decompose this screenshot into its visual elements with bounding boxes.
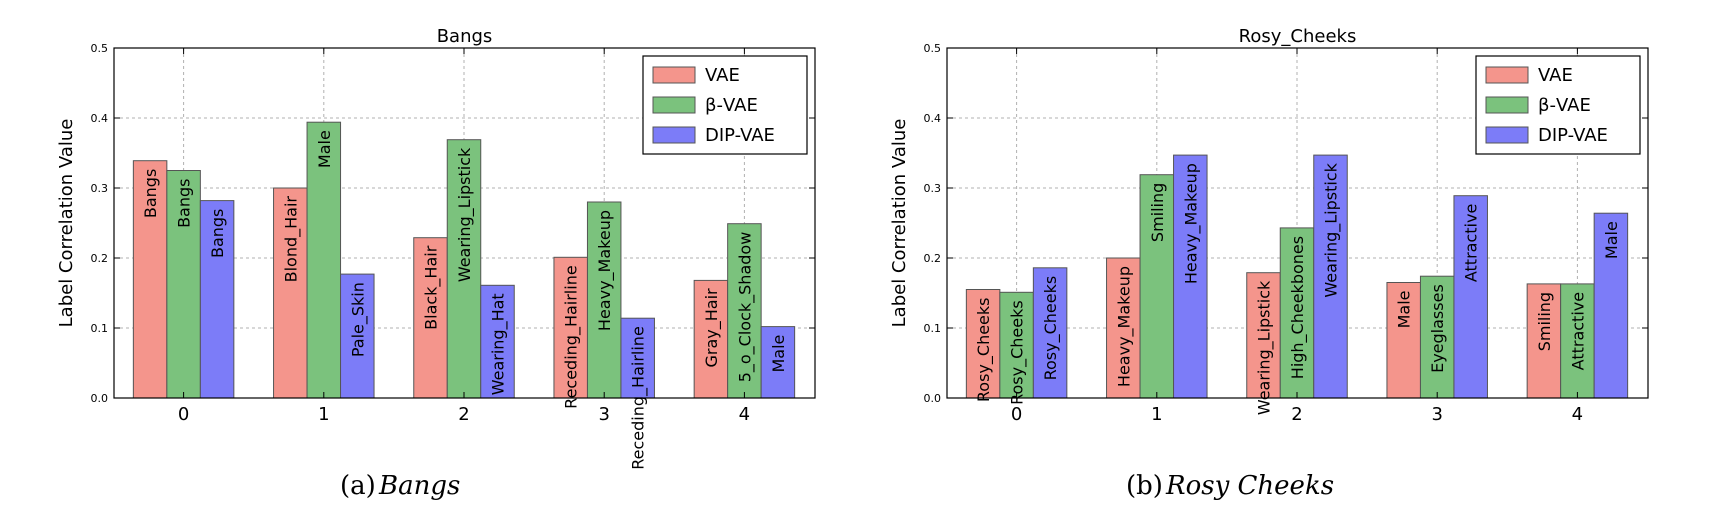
legend-label-dip-vae: DIP-VAE	[1538, 125, 1608, 146]
bar-label-vae-4: 5_o_Clock_Shadow	[735, 232, 755, 383]
legend-label-vae: VAE	[705, 65, 740, 86]
bar-label-dip-vae-2: Wearing_Hat	[489, 293, 509, 395]
bar-dip-vae-4	[1593, 212, 1629, 399]
y-axis-label: Label Correlation Value	[56, 119, 77, 328]
y-tick-label: 0.1	[91, 322, 109, 335]
bar-label-vae-4: Smiling	[1535, 292, 1554, 351]
bar-dip-vae-0	[199, 200, 235, 399]
y-tick-label: 0.1	[924, 322, 942, 335]
bar-label-vae-0: Bangs	[175, 179, 194, 228]
bar-label-vae-1: Smiling	[1148, 183, 1167, 242]
x-tick-label-4: 4	[1572, 404, 1583, 425]
x-tick-label-0: 0	[178, 404, 189, 425]
bar-vae-2	[413, 237, 448, 399]
y-tick-label: 0.3	[924, 182, 942, 195]
bar-dip-vae-2	[480, 284, 515, 399]
legend-swatch-vae	[652, 96, 696, 114]
x-tick-label-0: 0	[1011, 404, 1022, 425]
legend-swatch-vae	[652, 66, 696, 84]
bar-vae-0	[132, 160, 168, 399]
bar-dip-vae-1	[1173, 154, 1208, 399]
bar-vae-4	[1560, 283, 1595, 399]
legend-swatch-dip-vae	[1485, 126, 1529, 144]
bar-label-vae-3: Receding_Hairline	[562, 265, 582, 409]
bar-label-vae-1: Heavy_Makeup	[1114, 266, 1134, 387]
bar-dip-vae-3	[1453, 195, 1488, 399]
chart-title: Rosy_Cheeks	[1239, 26, 1357, 47]
bar-vae-1	[306, 121, 342, 399]
bar-dip-vae-3	[620, 317, 655, 399]
chart-panel-bangs: Bangs Blond_Hair Black_Hair Receding_Hairli…	[56, 26, 816, 470]
bar-vae-2	[1246, 272, 1281, 399]
bar-label-dip-vae-0: Rosy_Cheeks	[1041, 276, 1061, 381]
y-tick-label: 0.3	[91, 182, 109, 195]
chart-title: Bangs	[437, 26, 493, 47]
bar-label-vae-2: Wearing_Lipstick	[1255, 280, 1275, 415]
x-tick-label-3: 3	[1431, 404, 1442, 425]
bar-label-dip-vae-4: Male	[769, 335, 788, 373]
x-tick-label-3: 3	[598, 404, 609, 425]
legend-label-vae: β-VAE	[705, 95, 758, 116]
bar-vae-2	[1279, 227, 1315, 399]
caption-a-prefix: (a)	[340, 471, 376, 501]
bar-dip-vae-2	[1313, 154, 1348, 399]
bar-label-vae-4: Gray_Hair	[702, 288, 722, 368]
bar-vae-4	[1526, 283, 1562, 399]
legend-label-vae: β-VAE	[1538, 95, 1591, 116]
caption-a-label: Bangs	[378, 471, 460, 501]
bar-dip-vae-4	[760, 326, 796, 399]
legend-label-vae: VAE	[1538, 65, 1573, 86]
bar-label-dip-vae-1: Pale_Skin	[348, 282, 368, 357]
bar-vae-4	[693, 279, 729, 399]
y-tick-label: 0.5	[91, 42, 109, 55]
bar-label-vae-3: Heavy_Makeup	[595, 210, 615, 331]
y-axis-label: Label Correlation Value	[889, 119, 910, 328]
bar-vae-2	[446, 139, 482, 399]
bar-label-dip-vae-0: Bangs	[208, 209, 227, 258]
bar-vae-0	[166, 170, 201, 399]
bar-label-vae-1: Male	[315, 130, 334, 168]
x-tick-label-2: 2	[1291, 404, 1302, 425]
y-tick-label: 0.0	[924, 392, 942, 405]
bar-label-vae-2: High_Cheekbones	[1288, 236, 1308, 379]
bar-label-dip-vae-4: Male	[1602, 221, 1621, 259]
x-tick-label-1: 1	[318, 404, 329, 425]
legend-swatch-dip-vae	[652, 126, 696, 144]
bar-vae-1	[1139, 174, 1175, 399]
caption-b-prefix: (b)	[1126, 471, 1163, 501]
bar-label-dip-vae-3: Attractive	[1462, 204, 1481, 282]
legend-label-dip-vae: DIP-VAE	[705, 125, 775, 146]
bar-vae-3	[1386, 282, 1421, 399]
bar-label-vae-2: Wearing_Lipstick	[455, 147, 475, 282]
bar-label-dip-vae-1: Heavy_Makeup	[1181, 163, 1201, 284]
y-tick-label: 0.5	[924, 42, 942, 55]
legend-swatch-vae	[1485, 96, 1529, 114]
bar-label-dip-vae-2: Wearing_Lipstick	[1322, 162, 1342, 297]
bar-label-vae-2: Black_Hair	[422, 245, 442, 330]
bar-label-vae-0: Rosy_Cheeks	[1008, 300, 1028, 405]
y-tick-label: 0.2	[924, 252, 942, 265]
bar-label-vae-4: Attractive	[1568, 292, 1587, 370]
bar-label-vae-1: Blond_Hair	[281, 196, 301, 283]
x-tick-label-4: 4	[739, 404, 750, 425]
legend-swatch-vae	[1485, 66, 1529, 84]
y-tick-label: 0.4	[924, 112, 942, 125]
bar-label-vae-0: Rosy_Cheeks	[974, 298, 994, 403]
bar-dip-vae-0	[1032, 267, 1068, 399]
bar-vae-4	[727, 223, 762, 399]
y-tick-label: 0.2	[91, 252, 109, 265]
y-tick-label: 0.4	[91, 112, 109, 125]
x-tick-label-1: 1	[1151, 404, 1162, 425]
bar-vae-3	[1419, 275, 1455, 399]
bar-vae-0	[965, 289, 1001, 399]
bar-label-vae-0: Bangs	[141, 169, 160, 218]
y-tick-label: 0.0	[91, 392, 109, 405]
x-tick-label-2: 2	[458, 404, 469, 425]
bar-label-vae-3: Male	[1395, 291, 1414, 329]
caption-b-label: Rosy Cheeks	[1165, 471, 1334, 501]
bar-vae-3	[586, 201, 622, 399]
chart-panel-rosy-cheeks: Rosy_Cheeks Heavy_Makeup Wearing_Lipstick M…	[889, 26, 1649, 425]
bar-label-vae-3: Eyeglasses	[1428, 284, 1447, 373]
